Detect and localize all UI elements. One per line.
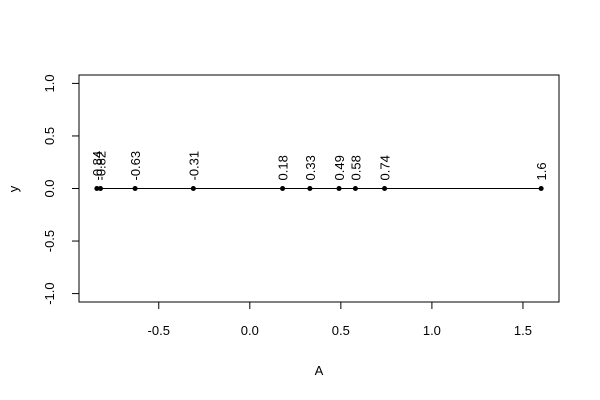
data-label: 0.49: [332, 155, 347, 180]
data-label: 1.6: [534, 162, 549, 180]
y-tick-label: -1.0: [42, 282, 57, 304]
x-tick-label: 0.5: [332, 323, 350, 338]
point: [190, 186, 196, 191]
data-label: -0.63: [128, 151, 143, 181]
y-tick-label: 1.0: [42, 74, 57, 92]
y-tick-label: 0.0: [42, 179, 57, 197]
x-tick-label: 0.0: [241, 323, 259, 338]
data-label: -0.84: [90, 151, 105, 181]
x-tick-label: 1.5: [514, 323, 532, 338]
x-tick-label: -0.5: [148, 323, 170, 338]
y-tick-label: 0.5: [42, 127, 57, 145]
point: [382, 186, 388, 191]
point: [280, 186, 286, 191]
x-tick-label: 1.0: [423, 323, 441, 338]
y-axis-title: y: [6, 185, 21, 192]
data-label: 0.18: [276, 155, 291, 180]
point: [94, 186, 100, 191]
data-label: 0.33: [303, 155, 318, 180]
point: [97, 186, 103, 191]
data-label: 0.74: [378, 155, 393, 180]
data-label: 0.58: [348, 155, 363, 180]
x-axis-title: A: [315, 363, 324, 378]
point: [538, 186, 544, 191]
data-label: -0.82: [93, 151, 108, 181]
y-tick-label: -0.5: [42, 230, 57, 252]
point: [132, 186, 138, 191]
point: [352, 186, 358, 191]
point: [336, 186, 342, 191]
data-label: -0.31: [186, 151, 201, 181]
point: [307, 186, 313, 191]
